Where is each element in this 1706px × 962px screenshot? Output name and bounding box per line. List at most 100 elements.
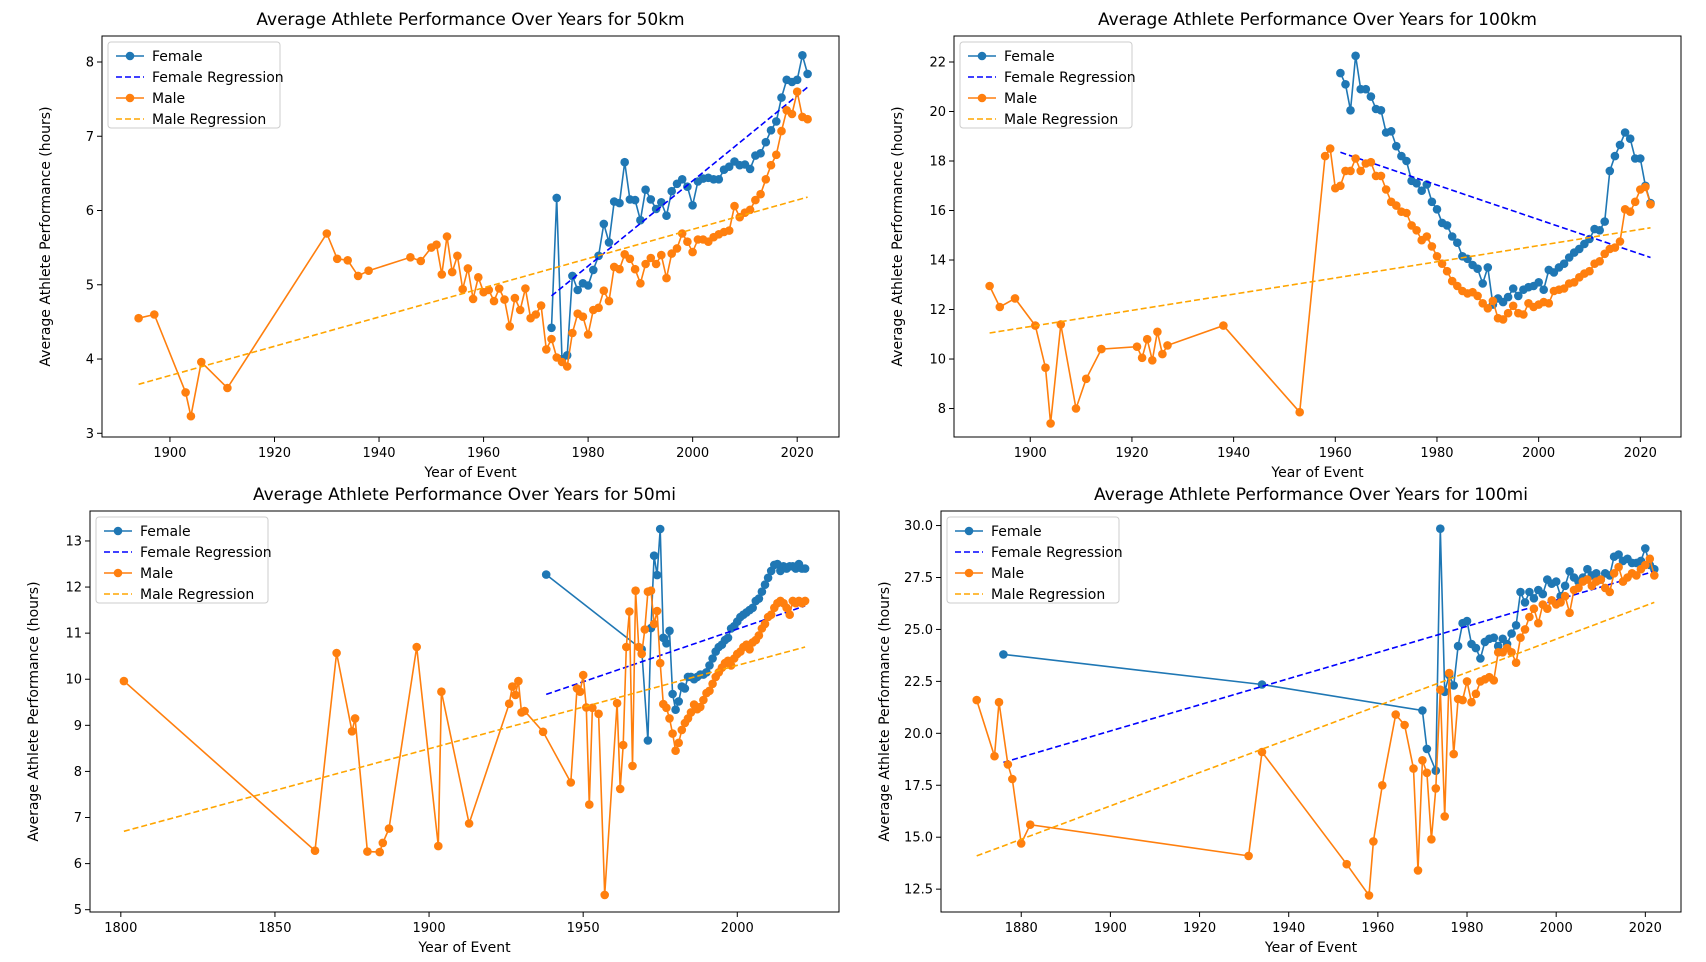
data-point-male xyxy=(1511,658,1521,667)
data-point-male xyxy=(1520,625,1530,634)
data-point-female xyxy=(683,182,692,191)
data-point-male xyxy=(754,631,764,640)
data-point-male xyxy=(1516,633,1525,642)
data-point-male xyxy=(1132,342,1142,352)
data-point-male xyxy=(1413,866,1423,875)
data-point-male xyxy=(510,293,520,303)
data-point-female xyxy=(754,594,764,603)
data-point-female xyxy=(792,75,802,85)
data-point-male xyxy=(699,695,708,705)
data-point-male xyxy=(1400,720,1409,730)
data-point-male xyxy=(1097,344,1106,354)
data-point-male xyxy=(751,195,760,205)
data-point-male xyxy=(730,201,739,211)
data-point-female xyxy=(708,654,717,663)
data-point-male xyxy=(384,824,394,833)
legend-swatch-marker xyxy=(125,51,135,61)
data-point-male xyxy=(972,695,981,705)
y-tick-label: 9 xyxy=(74,719,82,734)
series-line-female-regression xyxy=(1340,151,1651,259)
x-tick-label: 1940 xyxy=(362,446,395,461)
plot-area xyxy=(119,524,810,900)
data-point-female xyxy=(547,323,556,333)
x-tick-label: 2000 xyxy=(1540,921,1573,936)
data-point-female xyxy=(1392,141,1401,151)
data-point-female xyxy=(705,661,714,670)
data-point-female xyxy=(1366,92,1376,101)
x-axis-label: Year of Event xyxy=(1264,940,1358,956)
data-point-male xyxy=(668,729,677,738)
data-point-male xyxy=(1449,749,1458,759)
x-tick-label: 1950 xyxy=(567,921,600,936)
legend-label: Female Regression xyxy=(152,70,284,86)
x-tick-label: 1960 xyxy=(1361,921,1394,936)
data-point-female xyxy=(668,689,677,699)
x-tick-label: 2020 xyxy=(781,446,814,461)
y-tick-label: 20 xyxy=(929,105,946,120)
x-axis-label: Year of Event xyxy=(423,465,517,481)
data-point-male xyxy=(1081,374,1091,384)
data-point-male xyxy=(494,284,504,293)
data-point-male xyxy=(655,658,665,668)
legend-swatch-marker xyxy=(964,526,974,536)
data-point-male xyxy=(1342,859,1351,869)
data-point-female xyxy=(1449,681,1458,690)
data-point-female xyxy=(756,149,765,158)
data-point-male xyxy=(640,625,650,634)
y-tick-label: 12 xyxy=(65,581,82,596)
data-point-male xyxy=(458,284,468,294)
legend-swatch-marker xyxy=(977,51,987,61)
data-point-male xyxy=(1376,171,1386,181)
data-point-male xyxy=(1158,349,1167,359)
data-point-female xyxy=(552,193,561,203)
series-line-female-regression xyxy=(1003,570,1655,764)
legend-box xyxy=(959,41,1133,129)
data-point-female xyxy=(649,551,659,560)
data-point-female xyxy=(657,198,666,207)
data-point-male xyxy=(1525,612,1534,622)
data-point-male xyxy=(1409,764,1418,773)
data-point-male xyxy=(665,714,674,723)
y-tick-label: 11 xyxy=(65,627,82,642)
y-tick-label: 12.5 xyxy=(904,883,933,898)
x-axis-label: Year of Event xyxy=(1270,465,1364,481)
data-point-male xyxy=(1295,407,1304,417)
x-tick-label: 1980 xyxy=(1450,921,1483,936)
legend-swatch-marker xyxy=(125,93,135,103)
data-point-male xyxy=(1392,201,1401,210)
data-point-male xyxy=(150,310,159,319)
plot-area xyxy=(972,524,1659,900)
data-point-female xyxy=(1560,581,1570,591)
x-tick-label: 1880 xyxy=(1005,921,1038,936)
legend-entry-female: Female xyxy=(116,49,203,65)
data-point-female xyxy=(1351,51,1360,61)
data-point-male xyxy=(538,727,548,737)
data-point-male xyxy=(310,846,320,855)
data-point-male xyxy=(990,751,999,761)
x-tick-label: 2020 xyxy=(1629,921,1662,936)
data-point-male xyxy=(412,642,422,652)
legend-label: Male Regression xyxy=(991,587,1105,603)
series-line-male xyxy=(975,556,1656,898)
data-point-female xyxy=(757,587,767,596)
data-point-male xyxy=(1137,353,1147,363)
data-point-female xyxy=(1493,641,1503,651)
data-point-male xyxy=(792,87,802,96)
data-point-male xyxy=(364,266,373,276)
x-tick-label: 2000 xyxy=(721,921,754,936)
data-point-male xyxy=(615,784,625,794)
data-point-female xyxy=(1376,106,1386,115)
data-point-female xyxy=(651,204,661,214)
legend-swatch-marker xyxy=(113,526,123,536)
legend-entry-female: Female xyxy=(104,524,191,540)
axes-frame xyxy=(101,35,840,438)
legend-label: Female Regression xyxy=(991,545,1123,561)
data-point-male xyxy=(677,229,687,238)
data-point-female xyxy=(714,175,724,184)
data-point-male xyxy=(566,778,576,787)
data-point-female xyxy=(798,51,807,60)
legend: Female Female Regression Male Male Regressi… xyxy=(107,41,284,129)
data-point-male xyxy=(350,714,360,723)
data-point-female xyxy=(1614,550,1623,559)
data-point-male xyxy=(634,642,643,652)
